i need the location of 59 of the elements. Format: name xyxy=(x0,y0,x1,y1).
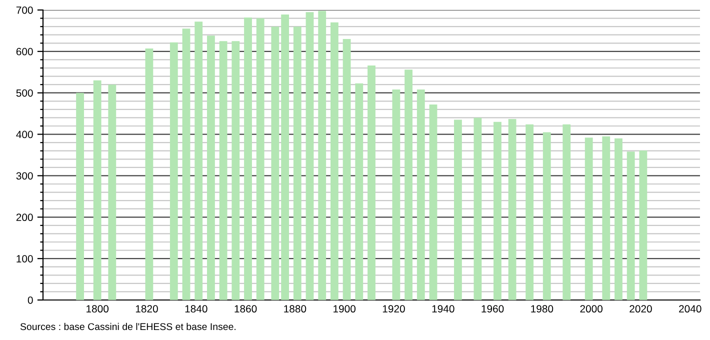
y-tick-label: 600 xyxy=(16,48,33,56)
y-tick-label: 700 xyxy=(16,6,33,14)
bar xyxy=(281,14,290,300)
bar xyxy=(182,28,190,300)
bar xyxy=(355,83,364,300)
bar xyxy=(108,84,116,300)
bar xyxy=(330,22,338,300)
bar xyxy=(454,120,462,300)
bar xyxy=(494,122,502,300)
y-tick-label: 0 xyxy=(28,296,33,304)
x-tick-label: 1820 xyxy=(136,305,158,313)
bar xyxy=(256,18,264,300)
bar xyxy=(271,26,280,300)
bar xyxy=(562,124,571,300)
x-tick-label: 2020 xyxy=(630,305,652,313)
bar xyxy=(392,90,400,300)
bar xyxy=(76,92,84,300)
y-tick-label: 300 xyxy=(16,172,33,180)
bar xyxy=(639,150,648,300)
y-tick-label: 100 xyxy=(16,255,33,262)
x-tick-label: 2040 xyxy=(679,305,702,313)
bar xyxy=(626,152,635,300)
y-tick-label: 400 xyxy=(16,130,33,138)
source-note: Sources : base Cassini de l'EHESS et base Insee. xyxy=(20,322,236,330)
x-tick-label: 1800 xyxy=(86,305,109,313)
bar xyxy=(342,39,351,300)
bar xyxy=(429,104,438,300)
bar xyxy=(404,70,412,300)
bar xyxy=(232,41,240,300)
bar xyxy=(526,124,534,300)
bar xyxy=(368,66,376,300)
y-tick-label: 200 xyxy=(16,214,33,222)
bar xyxy=(244,17,252,300)
x-tick-label: 1920 xyxy=(382,305,405,313)
bar xyxy=(614,138,622,300)
x-tick-label: 1900 xyxy=(334,305,356,313)
bar xyxy=(474,118,482,300)
bar xyxy=(542,132,551,300)
x-tick-label: 1940 xyxy=(432,305,454,313)
bar xyxy=(194,22,203,300)
bar xyxy=(293,26,302,300)
bar xyxy=(416,90,425,300)
x-tick-label: 1980 xyxy=(531,305,554,313)
bar xyxy=(145,48,154,300)
bar xyxy=(207,36,215,300)
bar xyxy=(584,138,593,300)
x-tick-label: 1880 xyxy=(284,305,306,313)
x-tick-label: 1960 xyxy=(482,305,504,313)
bar xyxy=(508,118,516,300)
y-tick-label: 500 xyxy=(16,89,33,97)
x-tick-label: 2000 xyxy=(580,305,603,313)
bar xyxy=(170,42,178,300)
bar xyxy=(306,12,314,300)
x-tick-label: 1860 xyxy=(234,305,257,313)
bar xyxy=(602,136,610,300)
bar xyxy=(93,80,102,300)
x-tick-label: 1840 xyxy=(185,305,208,313)
bar xyxy=(318,10,326,300)
bar xyxy=(219,41,228,300)
